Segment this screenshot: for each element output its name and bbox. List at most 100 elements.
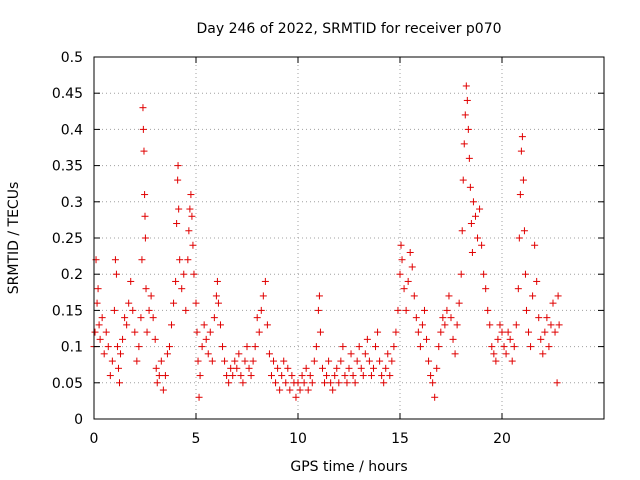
x-tick-label: 10 (289, 431, 307, 447)
data-point (125, 299, 133, 307)
data-point (233, 364, 241, 372)
data-point (382, 364, 390, 372)
data-point (270, 357, 278, 365)
data-point (520, 227, 528, 235)
data-point (545, 343, 553, 351)
grid-lines (94, 57, 604, 419)
x-tick-labels: 0 5 10 15 20 (90, 431, 511, 447)
data-point (257, 306, 265, 314)
data-point (185, 227, 193, 235)
data-point (227, 364, 235, 372)
data-point (189, 241, 197, 249)
data-point (174, 162, 182, 170)
data-point (94, 285, 102, 293)
data-point (276, 386, 284, 394)
data-point (367, 372, 375, 380)
data-point (243, 343, 251, 351)
data-point (482, 285, 490, 293)
data-point (486, 321, 494, 329)
data-point (439, 314, 447, 322)
y-tick-label: 0.35 (52, 159, 83, 175)
data-point (512, 321, 520, 329)
data-point (147, 292, 155, 300)
y-tick-label: 0.3 (61, 195, 83, 211)
data-point (141, 212, 149, 220)
data-point (178, 285, 186, 293)
data-point (206, 328, 214, 336)
data-point (551, 328, 559, 336)
data-point (196, 372, 204, 380)
data-point (517, 147, 525, 155)
data-point (225, 379, 233, 387)
data-point (451, 350, 459, 358)
data-point (327, 379, 335, 387)
data-point (145, 306, 153, 314)
data-point (129, 306, 137, 314)
data-point (280, 357, 288, 365)
data-point (518, 133, 526, 141)
data-point (210, 314, 218, 322)
axis-ticks (93, 56, 604, 420)
data-point (239, 379, 247, 387)
data-point (453, 321, 461, 329)
data-point (343, 379, 351, 387)
data-point (184, 256, 192, 264)
data-point (318, 364, 326, 372)
data-point (306, 372, 314, 380)
data-point (478, 241, 486, 249)
data-point (467, 220, 475, 228)
data-point (174, 176, 182, 184)
data-point (463, 96, 471, 104)
data-point (457, 270, 465, 278)
data-point (172, 277, 180, 285)
data-point (351, 379, 359, 387)
data-point (161, 372, 169, 380)
data-point (471, 212, 479, 220)
data-point (142, 285, 150, 293)
data-point (259, 292, 267, 300)
data-point (190, 270, 198, 278)
data-point (121, 314, 129, 322)
data-point (410, 292, 418, 300)
data-point (314, 306, 322, 314)
data-point (151, 335, 159, 343)
data-point (437, 328, 445, 336)
y-tick-label: 0.15 (52, 303, 83, 319)
data-point (527, 343, 535, 351)
data-point (155, 372, 163, 380)
data-point (112, 270, 120, 278)
data-point (102, 328, 110, 336)
data-point (312, 343, 320, 351)
data-point (298, 372, 306, 380)
data-point (170, 299, 178, 307)
data-point (372, 343, 380, 351)
data-point (469, 198, 477, 206)
data-point (553, 379, 561, 387)
data-point (380, 379, 388, 387)
data-point (502, 350, 510, 358)
data-point (355, 343, 363, 351)
data-point (251, 343, 259, 351)
data-point (182, 306, 190, 314)
data-point (135, 343, 143, 351)
data-point (427, 372, 435, 380)
data-point (180, 270, 188, 278)
data-point (443, 306, 451, 314)
data-point (500, 343, 508, 351)
data-point (341, 372, 349, 380)
data-point (284, 364, 292, 372)
data-point (261, 277, 269, 285)
data-point (188, 212, 196, 220)
data-point (392, 328, 400, 336)
data-point (253, 314, 261, 322)
data-point (554, 292, 562, 300)
y-tick-label: 0.5 (61, 50, 83, 66)
data-point (139, 104, 147, 112)
data-point (249, 357, 257, 365)
data-point (119, 335, 127, 343)
data-point (149, 314, 157, 322)
data-point (133, 357, 141, 365)
data-point (141, 191, 149, 199)
data-point (425, 357, 433, 365)
